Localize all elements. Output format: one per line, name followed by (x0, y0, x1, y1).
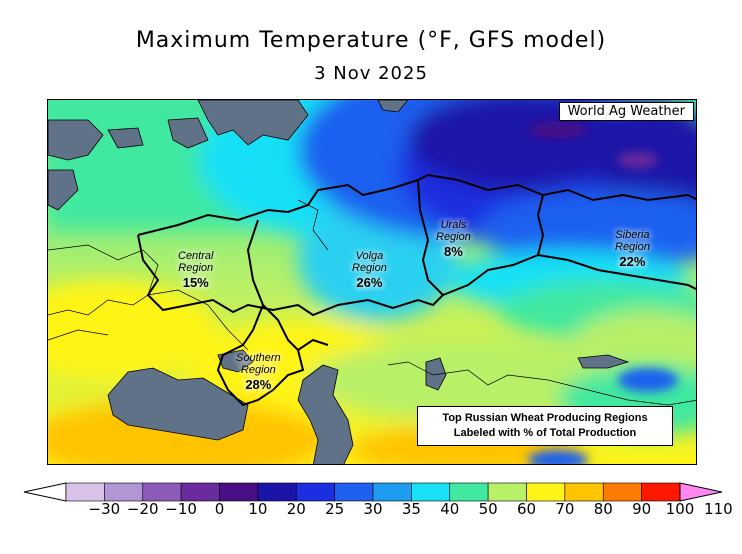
colorbar-tick-label: 20 (286, 500, 306, 518)
colorbar-tick-label: 30 (363, 500, 383, 518)
southern-region-label: Southern Region 28% (236, 352, 281, 391)
colorbar-segment (219, 482, 259, 502)
aral-sea (425, 357, 447, 391)
temperature-map: World Ag Weather Central Region 15% Volg… (47, 99, 697, 465)
sea-of-azov (217, 349, 254, 373)
white-sea (197, 100, 309, 146)
map-date: 3 Nov 2025 (314, 63, 428, 84)
colorbar-high-arrow (679, 482, 722, 502)
colorbar-tick-label: 110 (704, 500, 733, 518)
siberia-south-boundary (537, 254, 696, 291)
water-bodies (48, 100, 630, 464)
urals-region-pct: 8% (444, 244, 463, 259)
colorbar-segment (411, 482, 451, 502)
credit-label: World Ag Weather (558, 102, 694, 121)
urals-region-name-2: Region (436, 231, 471, 243)
siberia-region-label: Siberia Region 22% (615, 229, 650, 268)
color-scale-bar (23, 482, 722, 502)
central-region-name-2: Region (178, 262, 214, 274)
legend-note-line-2: Labeled with % of Total Production (453, 427, 637, 439)
southern-region-name-2: Region (240, 364, 276, 376)
urals-region-name-1: Urals (440, 219, 467, 231)
legend-note-line-1: Top Russian Wheat Producing Regions (442, 412, 648, 424)
cold-pockets (528, 122, 678, 464)
volga-region-pct: 26% (356, 275, 383, 290)
central-region-name-1: Central (178, 250, 214, 262)
black-sea (107, 367, 249, 441)
colorbar-segment (180, 482, 220, 502)
region-boundaries (137, 173, 696, 407)
volga-region-name-1: Volga (355, 250, 384, 262)
colorbar-segment (142, 482, 182, 502)
siberia-region-name-1: Siberia (615, 229, 650, 241)
siberia-region-pct: 22% (619, 254, 646, 269)
colorbar-segment (526, 482, 566, 502)
central-south-boundary (137, 234, 299, 314)
lake-balkhash (577, 354, 630, 369)
colorbar-segment (334, 482, 374, 502)
colorbar-segment (295, 482, 335, 502)
volga-region-label: Volga Region 26% (352, 250, 387, 289)
central-region-label: Central Region 15% (178, 250, 213, 289)
volga-region-name-2: Region (352, 262, 387, 274)
colorbar-segment (602, 482, 642, 502)
colorbar-segment (449, 482, 489, 502)
siberia-region-name-2: Region (615, 241, 650, 253)
legend-note: Top Russian Wheat Producing Regions Labe… (417, 406, 673, 446)
volga-boundary (297, 179, 445, 317)
map-title: Maximum Temperature (°F, GFS model) (135, 28, 607, 53)
colorbar-segment (257, 482, 297, 502)
colorbar-tick-label: 50 (478, 500, 498, 518)
colorbar-segment (487, 482, 527, 502)
gulf-of-riga (48, 169, 79, 211)
colorbar-tick-label: 90 (632, 500, 652, 518)
southern-region-name-1: Southern (236, 352, 281, 364)
colorbar-segment (564, 482, 604, 502)
white-sea-bay (167, 117, 209, 149)
colorbar-tick-label: −30 (88, 500, 121, 518)
lake-ladoga (107, 127, 144, 149)
colorbar-tick-label: 25 (325, 500, 345, 518)
colorbar-tick-label: −10 (165, 500, 197, 518)
colorbar-tick-label: −20 (126, 500, 159, 518)
colorbar-tick-label: 100 (665, 500, 695, 518)
colorbar-segment (641, 482, 681, 502)
colorbar-tick-label: 80 (593, 500, 613, 518)
colorbar-tick-label: 40 (440, 500, 460, 518)
southern-volga-boundary (297, 338, 329, 351)
colorbar-tick-label: 10 (248, 500, 268, 518)
urals-region-label: Urals Region 8% (436, 219, 471, 258)
colorbar-low-arrow (23, 482, 67, 502)
colorbar-segment (104, 482, 144, 502)
central-north-boundary (137, 179, 419, 236)
colorbar-tick-label: 60 (516, 500, 537, 518)
color-scale-ticks: −30 −20 −10 0 10 20 25 30 35 40 50 60 70 80 90 100 110 (0, 500, 742, 522)
central-volga-boundary (246, 219, 264, 306)
urals-boundary (442, 194, 545, 296)
colorbar-tick-label: 35 (401, 500, 421, 518)
baltic-sea (48, 119, 104, 161)
colorbar-tick-label: 0 (214, 500, 225, 518)
colorbar-segment (65, 482, 105, 502)
colorbar-tick-label: 70 (555, 500, 575, 518)
central-region-pct: 15% (182, 275, 209, 290)
colorbar-segment (372, 482, 412, 502)
southern-boundary (216, 304, 305, 407)
urals-siberia-north-boundary (417, 173, 696, 202)
caspian-sea (297, 364, 354, 464)
northern-inlet (377, 100, 409, 113)
map-canvas (48, 100, 696, 464)
southern-region-pct: 28% (245, 377, 272, 392)
